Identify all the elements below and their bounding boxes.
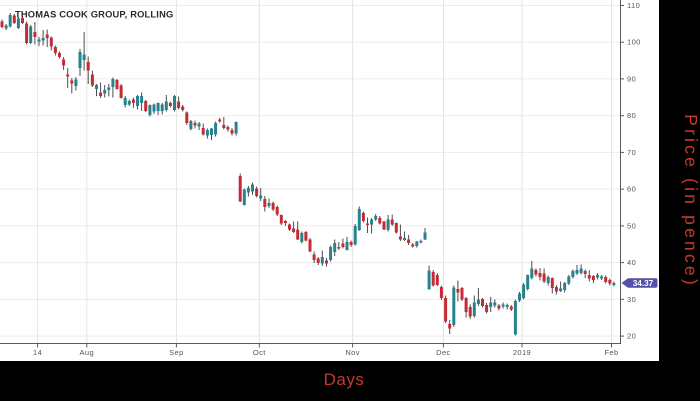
svg-text:80: 80 [627, 111, 636, 120]
svg-text:THOMAS COOK GROUP, ROLLING: THOMAS COOK GROUP, ROLLING [15, 10, 173, 20]
svg-text:70: 70 [627, 148, 636, 157]
svg-text:2019: 2019 [513, 348, 531, 357]
svg-text:30: 30 [627, 295, 636, 304]
svg-text:Sep: Sep [169, 348, 184, 357]
svg-text:Dec: Dec [436, 348, 451, 357]
svg-text:60: 60 [627, 185, 636, 194]
svg-text:Days: Days [324, 370, 365, 389]
svg-text:90: 90 [627, 74, 636, 83]
svg-text:Feb: Feb [604, 348, 618, 357]
svg-text:Aug: Aug [80, 348, 95, 357]
svg-text:Oct: Oct [253, 348, 266, 357]
svg-text:40: 40 [627, 258, 636, 267]
svg-text:100: 100 [627, 38, 641, 47]
svg-text:Price (in pence): Price (in pence) [681, 114, 700, 288]
svg-text:50: 50 [627, 221, 636, 230]
svg-text:110: 110 [627, 1, 640, 10]
svg-text:14: 14 [33, 348, 42, 357]
svg-text:20: 20 [627, 332, 636, 341]
svg-text:Nov: Nov [345, 348, 360, 357]
svg-text:34.37: 34.37 [633, 279, 654, 288]
